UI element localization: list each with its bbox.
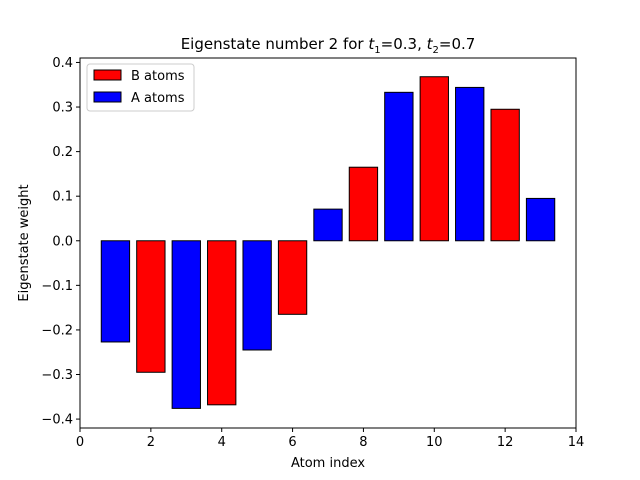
chart-title: Eigenstate number 2 for t1=0.3, t2=0.7 (181, 35, 476, 56)
y-tick-label: −0.2 (41, 323, 73, 338)
bar-a-atoms-3 (171, 240, 201, 409)
x-tick-label: 12 (497, 435, 514, 450)
x-axis-label: Atom index (291, 456, 365, 471)
x-tick-label: 4 (218, 435, 226, 450)
bar-b-atoms-4 (207, 240, 237, 406)
legend-swatch-a-atoms (93, 91, 122, 103)
bar-b-atoms-10 (419, 76, 449, 242)
x-tick-label: 2 (147, 435, 155, 450)
bar-a-atoms-13 (525, 197, 556, 242)
y-axis-ticks: 0.4 0.3 0.2 0.1 0.0 −0.1 −0.2 −0.3 −0.4 (41, 56, 80, 428)
x-tick-label: 14 (568, 435, 585, 450)
x-tick-label: 10 (426, 435, 443, 450)
bar-b-atoms-6 (277, 240, 308, 315)
x-tick-label: 8 (359, 435, 367, 450)
x-axis-ticks: 0 2 4 6 8 10 12 14 (76, 428, 584, 450)
legend-label-a-atoms: A atoms (131, 91, 185, 106)
bar-b-atoms-2 (136, 240, 166, 373)
y-tick-label: 0.2 (52, 145, 73, 160)
y-tick-label: 0.3 (52, 101, 73, 116)
legend-swatch-b-atoms (93, 69, 122, 81)
x-tick-label: 6 (288, 435, 296, 450)
bars-group (100, 76, 556, 409)
bar-b-atoms-8 (348, 166, 379, 242)
y-tick-label: 0.1 (52, 190, 73, 205)
y-axis-label: Eigenstate weight (17, 184, 32, 301)
y-tick-label: −0.1 (41, 279, 73, 294)
plot-frame (79, 57, 577, 429)
y-tick-label: 0.4 (52, 56, 73, 71)
bar-b-atoms-12 (490, 108, 520, 242)
bar-a-atoms-11 (455, 86, 485, 242)
legend: B atoms A atoms (86, 63, 195, 112)
bar-a-atoms-7 (313, 208, 343, 242)
x-tick-label: 0 (76, 435, 84, 450)
bar-a-atoms-9 (384, 91, 414, 242)
y-tick-label: 0.0 (52, 234, 73, 249)
bar-a-atoms-1 (100, 240, 131, 343)
bar-a-atoms-5 (242, 240, 272, 351)
y-tick-label: −0.3 (41, 368, 73, 383)
y-tick-label: −0.4 (41, 413, 73, 428)
legend-label-b-atoms: B atoms (131, 69, 185, 84)
